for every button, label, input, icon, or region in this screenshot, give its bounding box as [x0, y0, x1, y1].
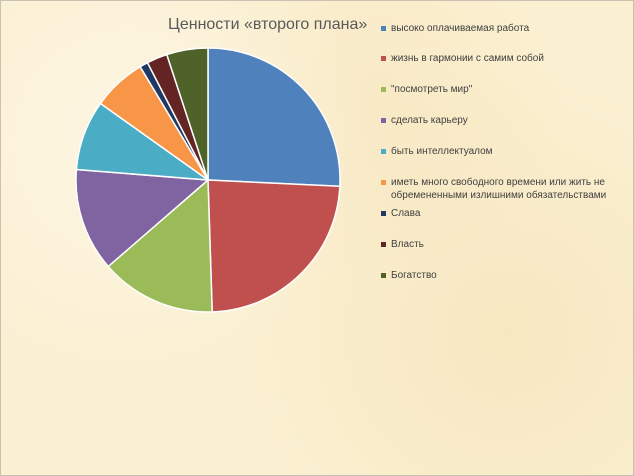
legend-swatch: [381, 118, 386, 123]
pie-slice-2: [207, 179, 341, 313]
legend-swatch: [381, 26, 386, 31]
legend-item: высоко оплачиваемая работа: [381, 22, 621, 35]
legend-label: Власть: [391, 239, 424, 250]
legend-item: иметь много свободного времени или жить …: [381, 176, 621, 202]
legend-label: иметь много свободного времени или жить …: [391, 177, 607, 201]
legend-item: "посмотреть мир": [381, 83, 621, 96]
legend-item: быть интеллектуалом: [381, 145, 621, 158]
pie-slice-1: [207, 47, 341, 188]
legend-label: Богатство: [391, 270, 437, 281]
legend-item: сделать карьеру: [381, 114, 621, 127]
legend-swatch: [381, 273, 386, 278]
legend-label: жизнь в гармонии с самим собой: [391, 53, 544, 64]
chart-title: Ценности «второго плана»: [168, 16, 368, 33]
legend-swatch: [381, 149, 386, 154]
legend-label: Слава: [391, 208, 421, 219]
pie-slice-9: [165, 47, 209, 181]
legend-label: быть интеллектуалом: [391, 146, 493, 157]
legend-swatch: [381, 87, 386, 92]
legend-label: "посмотреть мир": [391, 84, 473, 95]
legend-item: Богатство: [381, 269, 621, 282]
legend-item: жизнь в гармонии с самим собой: [381, 52, 621, 65]
pie-slice-3: [107, 178, 213, 313]
pie-slice-4: [75, 168, 210, 268]
legend-item: Слава: [381, 207, 621, 220]
legend-label: высоко оплачиваемая работа: [391, 23, 530, 34]
legend-label: сделать карьеру: [391, 115, 468, 126]
legend-item: Власть: [381, 238, 621, 251]
legend-swatch: [381, 242, 386, 247]
legend-swatch: [381, 180, 386, 185]
legend-swatch: [381, 211, 386, 216]
legend-swatch: [381, 56, 386, 61]
